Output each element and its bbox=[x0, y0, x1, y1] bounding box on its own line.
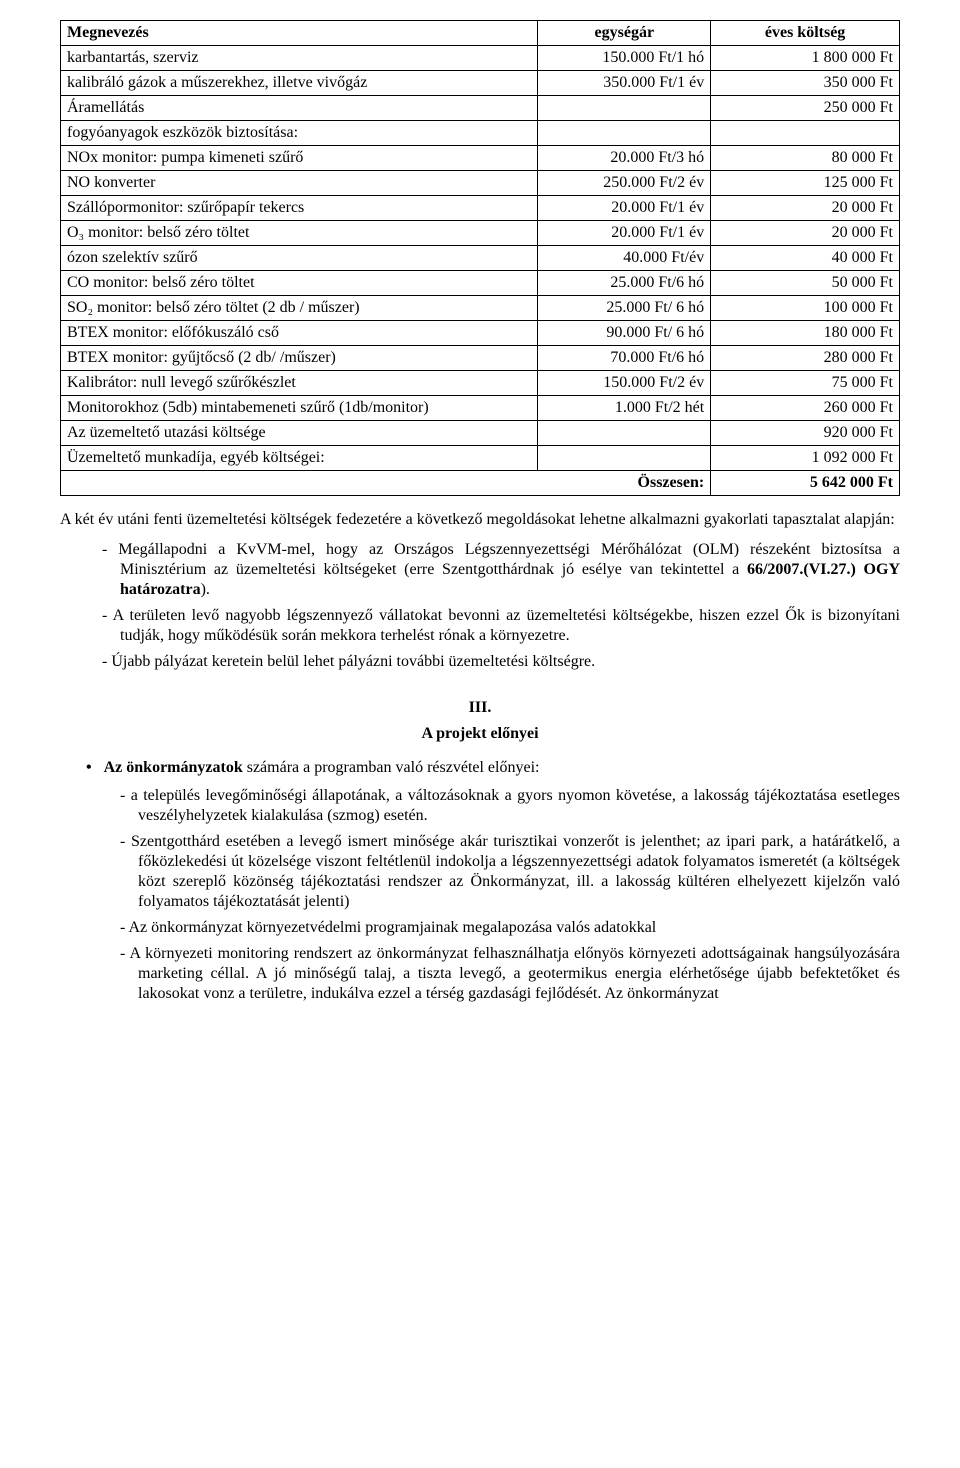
cell-unit: 70.000 Ft/6 hó bbox=[538, 346, 711, 371]
section-number: III. bbox=[60, 698, 900, 718]
section-item: Az önkormányzat környezetvédelmi program… bbox=[120, 918, 900, 938]
cell-name: NO konverter bbox=[61, 171, 538, 196]
cell-unit: 90.000 Ft/ 6 hó bbox=[538, 321, 711, 346]
cell-amount: 1 092 000 Ft bbox=[711, 446, 900, 471]
cell-unit: 150.000 Ft/1 hó bbox=[538, 46, 711, 71]
table-row: Monitorokhoz (5db) mintabemeneti szűrő (… bbox=[61, 396, 900, 421]
col-name: Megnevezés bbox=[61, 21, 538, 46]
cell-amount: 920 000 Ft bbox=[711, 421, 900, 446]
table-row: O₃ monitor: belső zéro töltet20.000 Ft/1… bbox=[61, 221, 900, 246]
table-row: Kalibrátor: null levegő szűrőkészlet150.… bbox=[61, 371, 900, 396]
table-row: Üzemeltető munkadíja, egyéb költségei: 1 … bbox=[61, 446, 900, 471]
cell-name: kalibráló gázok a műszerekhez, illetve v… bbox=[61, 71, 538, 96]
cell-unit bbox=[538, 421, 711, 446]
cell-amount: 80 000 Ft bbox=[711, 146, 900, 171]
cost-table: Megnevezés egységár éves költség karbant… bbox=[60, 20, 900, 496]
cell-unit: 1.000 Ft/2 hét bbox=[538, 396, 711, 421]
section-title: A projekt előnyei bbox=[60, 724, 900, 744]
cell-unit: 20.000 Ft/1 év bbox=[538, 196, 711, 221]
cell-unit: 25.000 Ft/6 hó bbox=[538, 271, 711, 296]
option-2: A területen levő nagyobb légszennyező vá… bbox=[102, 606, 900, 646]
table-row: BTEX monitor: előfókuszáló cső90.000 Ft/… bbox=[61, 321, 900, 346]
col-amount: éves költség bbox=[711, 21, 900, 46]
cell-name: karbantartás, szerviz bbox=[61, 46, 538, 71]
cell-name: Szállópormonitor: szűrőpapír tekercs bbox=[61, 196, 538, 221]
options-list: Megállapodni a KvVM-mel, hogy az Országo… bbox=[60, 540, 900, 672]
cell-amount: 250 000 Ft bbox=[711, 96, 900, 121]
cell-unit: 20.000 Ft/3 hó bbox=[538, 146, 711, 171]
option-1: Megállapodni a KvVM-mel, hogy az Országo… bbox=[102, 540, 900, 600]
cell-unit bbox=[538, 446, 711, 471]
intro-paragraph: A két év utáni fenti üzemeltetési költsé… bbox=[60, 510, 900, 530]
cell-name: Az üzemeltető utazási költsége bbox=[61, 421, 538, 446]
cell-amount: 20 000 Ft bbox=[711, 221, 900, 246]
cell-name: fogyóanyagok eszközök biztosítása: bbox=[61, 121, 538, 146]
section-item: Szentgotthárd esetében a levegő ismert m… bbox=[120, 832, 900, 912]
cell-amount: 75 000 Ft bbox=[711, 371, 900, 396]
table-row: NO konverter250.000 Ft/2 év125 000 Ft bbox=[61, 171, 900, 196]
cell-name: Üzemeltető munkadíja, egyéb költségei: bbox=[61, 446, 538, 471]
cell-name: BTEX monitor: előfókuszáló cső bbox=[61, 321, 538, 346]
cell-unit: 25.000 Ft/ 6 hó bbox=[538, 296, 711, 321]
cell-amount: 50 000 Ft bbox=[711, 271, 900, 296]
section-items: a település levegőminőségi állapotának, … bbox=[60, 786, 900, 1004]
table-row: Szállópormonitor: szűrőpapír tekercs20.0… bbox=[61, 196, 900, 221]
section-item: a település levegőminőségi állapotának, … bbox=[120, 786, 900, 826]
cell-unit: 350.000 Ft/1 év bbox=[538, 71, 711, 96]
cell-name: Monitorokhoz (5db) mintabemeneti szűrő (… bbox=[61, 396, 538, 421]
cell-name: BTEX monitor: gyűjtőcső (2 db/ /műszer) bbox=[61, 346, 538, 371]
cell-amount: 350 000 Ft bbox=[711, 71, 900, 96]
col-unit: egységár bbox=[538, 21, 711, 46]
table-row: kalibráló gázok a műszerekhez, illetve v… bbox=[61, 71, 900, 96]
cell-name: SO₂ monitor: belső zéro töltet (2 db / m… bbox=[61, 296, 538, 321]
cell-name: Kalibrátor: null levegő szűrőkészlet bbox=[61, 371, 538, 396]
cell-amount: 280 000 Ft bbox=[711, 346, 900, 371]
table-row: CO monitor: belső zéro töltet25.000 Ft/6… bbox=[61, 271, 900, 296]
cell-unit bbox=[538, 96, 711, 121]
table-row: SO₂ monitor: belső zéro töltet (2 db / m… bbox=[61, 296, 900, 321]
table-row: Áramellátás 250 000 Ft bbox=[61, 96, 900, 121]
cell-unit: 40.000 Ft/év bbox=[538, 246, 711, 271]
table-row: Az üzemeltető utazási költsége 920 000 Ft bbox=[61, 421, 900, 446]
cell-unit bbox=[538, 121, 711, 146]
cell-name: ózon szelektív szűrő bbox=[61, 246, 538, 271]
cell-amount: 260 000 Ft bbox=[711, 396, 900, 421]
option-1-post: ). bbox=[201, 581, 210, 598]
table-row: fogyóanyagok eszközök biztosítása: bbox=[61, 121, 900, 146]
table-row: karbantartás, szerviz150.000 Ft/1 hó1 80… bbox=[61, 46, 900, 71]
total-label: Összesen: bbox=[61, 471, 711, 496]
cell-amount: 20 000 Ft bbox=[711, 196, 900, 221]
cell-amount bbox=[711, 121, 900, 146]
table-row: ózon szelektív szűrő40.000 Ft/év40 000 F… bbox=[61, 246, 900, 271]
cell-unit: 150.000 Ft/2 év bbox=[538, 371, 711, 396]
cell-name: Áramellátás bbox=[61, 96, 538, 121]
section-lead: Az önkormányzatok számára a programban v… bbox=[86, 758, 900, 778]
cell-amount: 40 000 Ft bbox=[711, 246, 900, 271]
section-lead-bold: Az önkormányzatok bbox=[104, 759, 243, 776]
table-row: NOx monitor: pumpa kimeneti szűrő20.000 … bbox=[61, 146, 900, 171]
cell-unit: 20.000 Ft/1 év bbox=[538, 221, 711, 246]
cell-amount: 100 000 Ft bbox=[711, 296, 900, 321]
cell-amount: 1 800 000 Ft bbox=[711, 46, 900, 71]
table-total-row: Összesen:5 642 000 Ft bbox=[61, 471, 900, 496]
cell-amount: 125 000 Ft bbox=[711, 171, 900, 196]
cell-amount: 180 000 Ft bbox=[711, 321, 900, 346]
total-amount: 5 642 000 Ft bbox=[711, 471, 900, 496]
section-item: A környezeti monitoring rendszert az önk… bbox=[120, 944, 900, 1004]
section-lead-rest: számára a programban való részvétel előn… bbox=[243, 759, 540, 776]
option-3: Újabb pályázat keretein belül lehet pály… bbox=[102, 652, 900, 672]
cell-name: O₃ monitor: belső zéro töltet bbox=[61, 221, 538, 246]
cell-name: NOx monitor: pumpa kimeneti szűrő bbox=[61, 146, 538, 171]
cell-unit: 250.000 Ft/2 év bbox=[538, 171, 711, 196]
table-row: BTEX monitor: gyűjtőcső (2 db/ /műszer)7… bbox=[61, 346, 900, 371]
cell-name: CO monitor: belső zéro töltet bbox=[61, 271, 538, 296]
